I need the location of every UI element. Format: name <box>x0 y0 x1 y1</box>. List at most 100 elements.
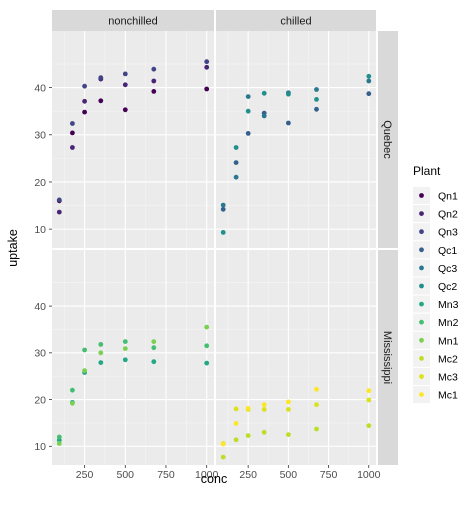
data-point-Mn3 <box>98 360 104 365</box>
data-point-Qc2 <box>220 230 226 235</box>
y-tick-label: 10 <box>34 441 46 453</box>
legend: Plant Qn1 Qn2 Qn3 Qc1 Qc3 Qc2 Mn3 Mn2 Mn1 Mc2 Mc3 M… <box>413 164 459 404</box>
data-point-Qn2 <box>151 78 157 84</box>
data-point-Mn1 <box>204 324 210 330</box>
x-tick-label: 1000 <box>195 469 219 481</box>
data-point-Qn1 <box>82 109 87 115</box>
data-point-Qc3 <box>314 87 319 92</box>
legend-swatch <box>419 337 424 343</box>
legend-swatch <box>419 392 424 397</box>
data-point-Mc3 <box>314 402 319 408</box>
data-point-Qc2 <box>366 73 372 79</box>
data-point-Mc1 <box>261 402 267 408</box>
series-Mc1 <box>220 386 372 447</box>
legend-swatch <box>419 319 424 325</box>
data-point-Qn3 <box>82 83 87 89</box>
x-tick-label: 500 <box>117 469 135 481</box>
strip-nonchilled-bg <box>52 10 214 31</box>
panel-background <box>216 31 376 248</box>
y-tick-label: 40 <box>34 82 46 94</box>
data-point-Mn1 <box>70 400 75 406</box>
data-point-Mn2 <box>204 343 210 349</box>
data-point-Mc1 <box>233 421 239 426</box>
legend-label: Mc2 <box>438 353 458 365</box>
data-point-Qc2 <box>245 108 251 114</box>
data-point-Mc1 <box>245 406 251 411</box>
data-point-Mc2 <box>261 429 267 435</box>
data-point-Qn3 <box>151 66 157 72</box>
legend-label: Qn2 <box>438 209 458 221</box>
series-Mn2 <box>56 339 210 440</box>
data-point-Qn3 <box>204 59 210 65</box>
data-point-Qn1 <box>70 130 75 136</box>
data-point-Mn1 <box>82 368 87 373</box>
data-point-Qn3 <box>70 121 75 126</box>
series-Qc1 <box>220 91 372 212</box>
data-point-Mc1 <box>314 386 319 392</box>
data-point-Qc1 <box>233 160 239 166</box>
series-Qn2 <box>56 64 210 215</box>
panel-background <box>216 250 376 465</box>
x-tick-label: 1000 <box>357 469 381 481</box>
data-point-Qc3 <box>245 94 251 99</box>
legend-title: Plant <box>413 164 441 178</box>
data-point-Qn1 <box>204 86 210 92</box>
data-point-Qn1 <box>151 89 157 94</box>
facet-panels <box>52 31 376 465</box>
data-point-Mn1 <box>122 346 128 351</box>
data-point-Mn2 <box>98 342 104 347</box>
data-point-Qn3 <box>122 71 128 77</box>
x-tick-label: 750 <box>320 469 338 481</box>
strip-quebec-bg <box>378 31 398 248</box>
legend-label: Mn3 <box>438 299 459 311</box>
legend-item-Mc3: Mc3 <box>413 368 458 385</box>
y-tick-label: 20 <box>34 177 46 189</box>
legend-item-Qc1: Qc1 <box>413 241 457 259</box>
strip-mississippi-label: Mississippi <box>381 331 393 384</box>
data-point-Mc1 <box>220 441 226 447</box>
y-tick-label: 20 <box>34 394 46 406</box>
legend-item-Mn3: Mn3 <box>413 295 459 313</box>
legend-label: Qn1 <box>438 191 458 203</box>
data-point-Mn3 <box>122 357 128 363</box>
data-point-Mc3 <box>233 406 239 412</box>
data-point-Mn2 <box>70 387 75 393</box>
y-tick-label: 10 <box>34 224 46 236</box>
data-point-Mc2 <box>233 437 239 443</box>
data-point-Qc1 <box>366 91 372 97</box>
legend-label: Qc3 <box>438 263 457 275</box>
data-point-Qc3 <box>261 113 267 119</box>
data-point-Mc2 <box>220 454 226 460</box>
strip-chilled-label: chilled <box>280 16 311 28</box>
data-point-Qn2 <box>122 82 128 88</box>
data-point-Mc3 <box>366 397 372 403</box>
data-point-Mn3 <box>151 359 157 365</box>
legend-swatch <box>419 374 424 379</box>
axes: 250 500 750 1000 250 500 750 1000 10 20 30 40 10 20 30… <box>34 82 380 481</box>
data-point-Qc2 <box>286 91 291 97</box>
series-Qc2 <box>220 73 372 235</box>
legend-label: Mc1 <box>438 390 458 402</box>
legend-item-Qc3: Qc3 <box>413 259 457 277</box>
legend-swatch <box>419 211 424 217</box>
data-point-Mn2 <box>82 347 87 353</box>
y-axis-title: uptake <box>6 229 20 267</box>
x-tick-label: 250 <box>76 469 94 481</box>
legend-item-Mn2: Mn2 <box>413 313 459 331</box>
data-point-Mn1 <box>98 350 104 356</box>
x-tick-label: 250 <box>239 469 257 481</box>
legend-swatch <box>419 356 424 361</box>
data-point-Mn1 <box>151 339 157 344</box>
data-point-Mn2 <box>151 345 157 351</box>
legend-label: Mn1 <box>438 335 459 347</box>
data-point-Mc1 <box>366 388 372 394</box>
panel-background <box>52 250 214 465</box>
strip-nonchilled-label: nonchilled <box>108 16 158 28</box>
y-tick-label: 30 <box>34 348 46 360</box>
data-point-Mc2 <box>314 426 319 432</box>
data-point-Mn3 <box>204 360 210 366</box>
panel-background <box>52 31 214 248</box>
series-Mc2 <box>220 423 372 460</box>
data-point-Qn2 <box>82 98 87 104</box>
legend-swatch <box>419 229 424 235</box>
